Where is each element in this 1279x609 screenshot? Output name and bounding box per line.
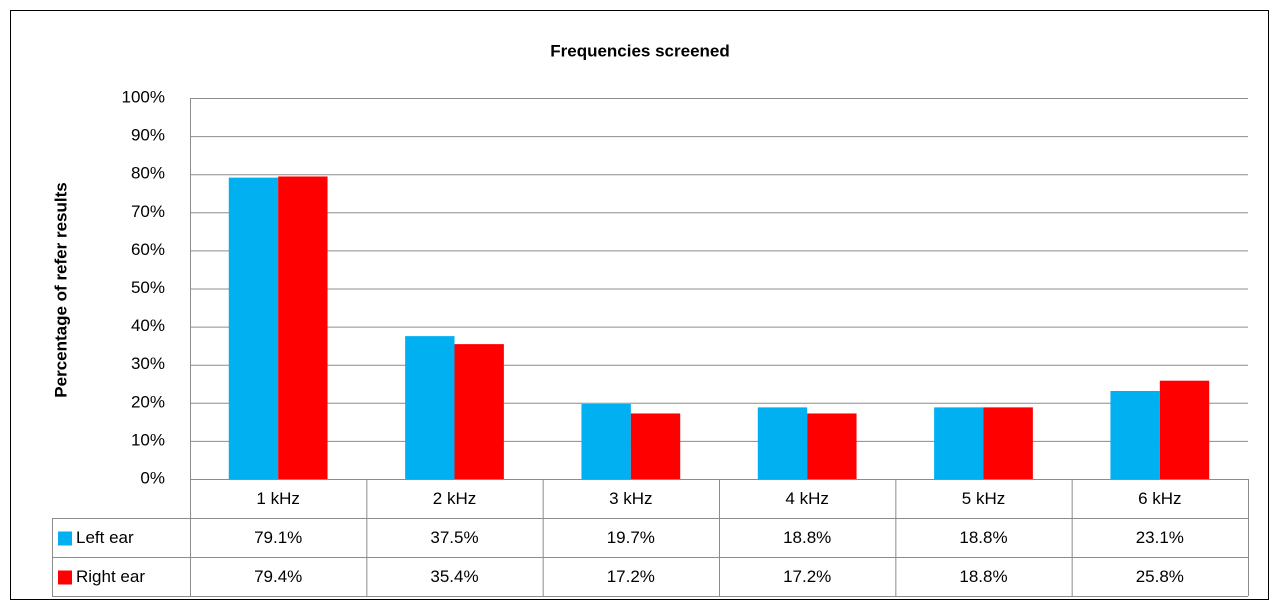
bar xyxy=(757,407,808,479)
bar xyxy=(228,177,279,479)
table-value: 79.1% xyxy=(254,528,302,547)
y-tick-label: 90% xyxy=(131,126,165,145)
bar xyxy=(454,344,504,479)
legend-label: Right ear xyxy=(76,567,145,586)
y-tick-label: 60% xyxy=(131,240,165,259)
table-value: 17.2% xyxy=(607,567,655,586)
table-value: 18.8% xyxy=(783,528,831,547)
bar xyxy=(581,403,631,479)
x-tick-label: 1 kHz xyxy=(256,489,299,508)
y-tick-label: 80% xyxy=(131,164,165,183)
y-axis-label: Percentage of refer results xyxy=(51,182,70,397)
x-tick-label: 6 kHz xyxy=(1138,489,1181,508)
table-value: 23.1% xyxy=(1136,528,1184,547)
x-tick-label: 2 kHz xyxy=(433,489,476,508)
bar xyxy=(630,413,681,479)
table-value: 19.7% xyxy=(607,528,655,547)
chart-border xyxy=(10,10,1269,600)
chart-title: Frequencies screened xyxy=(550,41,730,60)
table-value: 18.8% xyxy=(959,528,1007,547)
bar xyxy=(278,176,328,479)
legend-label: Left ear xyxy=(76,528,134,547)
bar xyxy=(405,336,455,479)
legend-swatch xyxy=(58,570,72,585)
table-value: 35.4% xyxy=(430,567,478,586)
y-tick-label: 40% xyxy=(131,316,165,335)
bar xyxy=(983,407,1033,479)
legend-swatch xyxy=(58,531,72,546)
y-tick-label: 100% xyxy=(122,87,165,106)
bar xyxy=(1110,390,1160,479)
table-value: 25.8% xyxy=(1136,567,1184,586)
x-tick-label: 5 kHz xyxy=(962,489,1005,508)
table-value: 17.2% xyxy=(783,567,831,586)
bar xyxy=(1159,380,1210,479)
y-tick-label: 70% xyxy=(131,202,165,221)
y-tick-label: 10% xyxy=(131,430,165,449)
table-value: 37.5% xyxy=(430,528,478,547)
y-tick-label: 50% xyxy=(131,278,165,297)
x-tick-label: 3 kHz xyxy=(609,489,652,508)
table-value: 18.8% xyxy=(959,567,1007,586)
bar xyxy=(807,413,857,479)
bar xyxy=(934,407,984,479)
y-tick-label: 20% xyxy=(131,392,165,411)
table-value: 79.4% xyxy=(254,567,302,586)
y-tick-label: 0% xyxy=(140,468,165,487)
y-tick-label: 30% xyxy=(131,354,165,373)
x-tick-label: 4 kHz xyxy=(785,489,828,508)
